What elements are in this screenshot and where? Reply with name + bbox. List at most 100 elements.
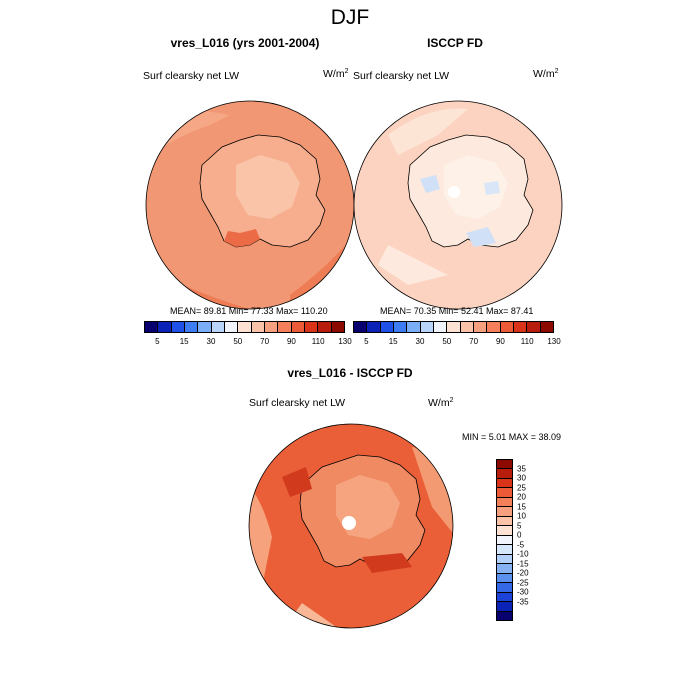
colorbar-tick-label: 30 <box>415 337 425 346</box>
panel-2-stats: MEAN= 70.35 Min= 52.41 Max= 87.41 <box>380 306 534 316</box>
colorbar-swatch <box>171 322 185 332</box>
colorbar-swatch <box>497 573 512 584</box>
colorbar-tick-label: 0 <box>517 530 522 540</box>
colorbar-swatch <box>497 460 512 470</box>
colorbar-swatch <box>540 322 553 332</box>
panel-3-hot-patch <box>282 467 312 497</box>
colorbar-tick-label: 90 <box>495 337 505 346</box>
colorbar-tick-label: 20 <box>517 492 526 502</box>
colorbar-swatch <box>318 322 332 332</box>
colorbar-tick-label: 70 <box>260 337 270 346</box>
colorbar-tick-label: 15 <box>388 337 398 346</box>
panel-2-pole-hole <box>448 186 460 198</box>
panel-2-band-pale <box>378 245 448 285</box>
colorbar-tick-label: 70 <box>469 337 479 346</box>
colorbar-tick-label: -10 <box>517 549 529 559</box>
colorbar-swatch <box>331 322 344 332</box>
colorbar-tick-label: 25 <box>517 483 526 493</box>
panel-3-units: W/m2 <box>428 397 454 409</box>
colorbar-difference <box>496 459 513 621</box>
colorbar-swatch <box>500 322 514 332</box>
colorbar-swatch <box>497 564 512 574</box>
colorbar-swatch <box>367 322 381 332</box>
colorbar-tick-label: 10 <box>517 511 526 521</box>
colorbar-swatch <box>198 322 212 332</box>
panel-2-cold-patch <box>420 175 440 193</box>
colorbar-swatch <box>354 322 368 332</box>
colorbar-panel-1 <box>144 321 345 333</box>
colorbar-swatch <box>460 322 474 332</box>
colorbar-swatch <box>264 322 279 332</box>
colorbar-swatch <box>487 322 501 332</box>
colorbar-panel-2 <box>353 321 554 333</box>
colorbar-swatch <box>393 322 408 332</box>
colorbar-swatch <box>513 322 528 332</box>
colorbar-tick-label: 15 <box>517 502 526 512</box>
colorbar-swatch <box>145 322 159 332</box>
colorbar-swatch <box>211 322 225 332</box>
panel-3-variable-label: Surf clearsky net LW <box>249 397 346 409</box>
colorbar-swatch <box>304 322 319 332</box>
colorbar-swatch <box>433 322 448 332</box>
colorbar-swatch <box>497 507 512 517</box>
colorbar-tick-label: -25 <box>517 578 529 588</box>
colorbar-tick-label: 110 <box>311 337 325 346</box>
colorbar-tick-label: -30 <box>517 587 529 597</box>
colorbar-tick-label: -35 <box>517 597 529 607</box>
colorbar-tick-label: 110 <box>520 337 534 346</box>
colorbar-swatch <box>473 322 488 332</box>
panel-1-stats: MEAN= 89.81 Min= 77.33 Max= 110.20 <box>170 306 328 316</box>
colorbar-swatch <box>497 545 512 555</box>
colorbar-tick-label: 50 <box>442 337 452 346</box>
panel-3-polar-map <box>248 423 454 629</box>
colorbar-swatch <box>291 322 305 332</box>
colorbar-swatch <box>527 322 541 332</box>
colorbar-swatch <box>158 322 172 332</box>
colorbar-swatch <box>497 478 512 489</box>
colorbar-swatch <box>251 322 265 332</box>
colorbar-swatch <box>497 583 512 593</box>
colorbar-tick-label: 50 <box>233 337 243 346</box>
panel-3-pole-hole <box>342 516 356 530</box>
colorbar-swatch <box>447 322 461 332</box>
colorbar-tick-label: -20 <box>517 568 529 578</box>
colorbar-swatch <box>497 611 512 620</box>
panel-2-cold-patch-2 <box>466 227 496 247</box>
colorbar-swatch <box>184 322 199 332</box>
colorbar-tick-label: 5 <box>364 337 369 346</box>
colorbar-tick-label: 30 <box>517 473 526 483</box>
colorbar-swatch <box>380 322 394 332</box>
panel-2-polar-map <box>353 100 563 310</box>
colorbar-tick-label: 130 <box>547 337 561 346</box>
colorbar-swatch <box>497 516 512 527</box>
panel-3-hot-patch-2 <box>362 553 412 573</box>
figure-title: DJF <box>330 6 370 29</box>
colorbar-swatch <box>278 322 292 332</box>
panel-1-units: W/m2 <box>323 68 349 80</box>
colorbar-tick-label: 90 <box>286 337 296 346</box>
panel-1-title: vres_L016 (yrs 2001-2004) <box>170 36 320 50</box>
panel-1-polar-map <box>145 100 355 310</box>
colorbar-swatch <box>497 554 512 565</box>
colorbar-swatch <box>497 497 512 508</box>
panel-3-stats: MIN = 5.01 MAX = 38.09 <box>462 432 562 442</box>
colorbar-swatch <box>407 322 421 332</box>
panel-1-variable-label: Surf clearsky net LW <box>143 70 240 82</box>
colorbar-tick-label: -15 <box>517 559 529 569</box>
panel-2-band <box>388 108 468 155</box>
colorbar-swatch <box>497 535 512 546</box>
panel-3-title: vres_L016 - ISCCP FD <box>287 366 413 380</box>
colorbar-swatch <box>238 322 252 332</box>
colorbar-tick-label: 5 <box>155 337 160 346</box>
panel-1-ross-shelf <box>224 229 260 247</box>
colorbar-tick-label: 35 <box>517 464 526 474</box>
panel-2-variable-label: Surf clearsky net LW <box>353 70 450 82</box>
panel-2-title: ISCCP FD <box>427 36 483 50</box>
colorbar-swatch <box>420 322 434 332</box>
colorbar-tick-label: 15 <box>179 337 189 346</box>
panel-2-units: W/m2 <box>533 68 559 80</box>
panel-2-plateau <box>444 155 508 219</box>
colorbar-tick-label: 130 <box>338 337 352 346</box>
colorbar-swatch <box>497 602 512 612</box>
colorbar-swatch <box>497 488 512 498</box>
